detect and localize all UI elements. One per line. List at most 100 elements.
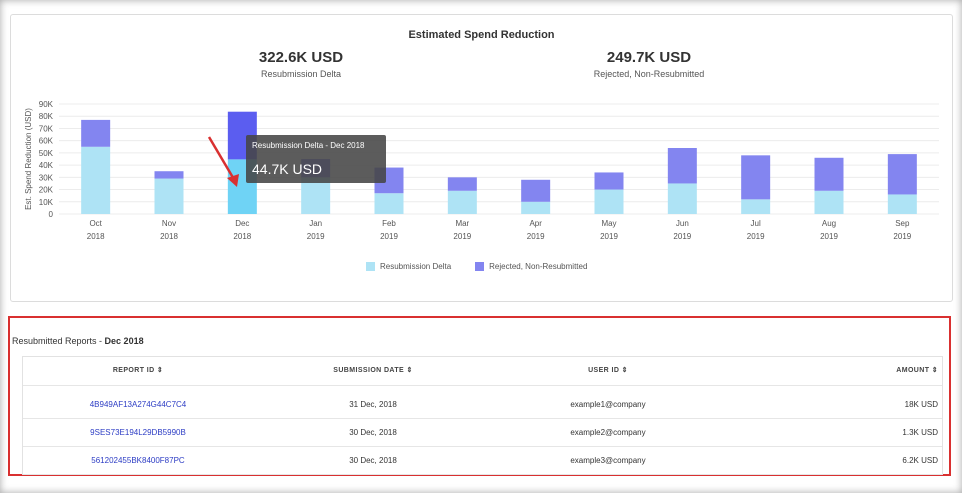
bar-resubmission-delta bbox=[594, 189, 624, 214]
bar-rejected-non-resubmitted bbox=[814, 157, 844, 191]
x-tick-month: Nov bbox=[162, 219, 176, 228]
x-tick-year: 2018 bbox=[233, 232, 251, 241]
bar-resubmission-delta bbox=[741, 199, 771, 214]
y-tick-label: 60K bbox=[39, 137, 54, 146]
x-tick-month: Jul bbox=[751, 219, 761, 228]
x-tick-year: 2018 bbox=[87, 232, 105, 241]
report-id-link[interactable]: 561202455BK8400F87PC bbox=[91, 456, 185, 465]
x-tick-year: 2019 bbox=[820, 232, 838, 241]
kpi-value: 249.7K USD bbox=[606, 49, 692, 66]
bar-resubmission-delta bbox=[81, 146, 111, 214]
column-header-submission-date[interactable]: SUBMISSION DATE ⇕ bbox=[333, 367, 413, 374]
reports-title-period: Dec 2018 bbox=[104, 336, 144, 346]
x-tick-month: Sep bbox=[895, 219, 910, 228]
table-row: 9SES73E194L29DB5990B 30 Dec, 2018 exampl… bbox=[23, 419, 942, 447]
y-tick-label: 30K bbox=[39, 173, 54, 182]
bar-resubmission-delta bbox=[301, 177, 331, 214]
table-row: 561202455BK8400F87PC 30 Dec, 2018 exampl… bbox=[23, 447, 942, 475]
table-row: 4B949AF13A274G44C7C4 31 Dec, 2018 exampl… bbox=[23, 391, 942, 419]
y-tick-label: 20K bbox=[39, 186, 54, 195]
x-tick-year: 2019 bbox=[380, 232, 398, 241]
y-tick-label: 50K bbox=[39, 149, 54, 158]
resubmitted-reports-section: Resubmitted Reports - Dec 2018 REPORT ID… bbox=[8, 316, 951, 476]
x-tick-year: 2018 bbox=[160, 232, 178, 241]
y-tick-label: 90K bbox=[39, 100, 54, 109]
table-header-row: REPORT ID ⇕ SUBMISSION DATE ⇕ USER ID ⇕ … bbox=[23, 357, 942, 386]
x-tick-year: 2019 bbox=[673, 232, 691, 241]
legend-item-resubmission-delta[interactable]: Resubmission Delta bbox=[366, 262, 451, 271]
x-tick-month: Apr bbox=[529, 219, 542, 228]
y-tick-label: 0 bbox=[49, 210, 54, 219]
spend-reduction-panel: Estimated Spend Reduction 322.6K USD Res… bbox=[10, 14, 953, 302]
legend-swatch bbox=[475, 262, 485, 271]
x-tick-month: Jun bbox=[676, 219, 689, 228]
report-id-link[interactable]: 9SES73E194L29DB5990B bbox=[90, 428, 186, 437]
x-tick-month: May bbox=[601, 219, 616, 228]
x-tick-year: 2019 bbox=[453, 232, 471, 241]
amount: 18K USD bbox=[904, 400, 938, 409]
tooltip-title: Resubmission Delta - Dec 2018 bbox=[252, 141, 365, 150]
kpi-value: 322.6K USD bbox=[258, 49, 344, 66]
x-tick-month: Dec bbox=[235, 219, 249, 228]
spend-bar-chart: 90K 80K 70K 60K 50K 40K 30K 20K 10K 0 Est. Spend R… bbox=[24, 100, 939, 241]
amount: 1.3K USD bbox=[902, 428, 938, 437]
x-tick-year: 2019 bbox=[747, 232, 765, 241]
legend-label: Rejected, Non-Resubmitted bbox=[489, 262, 588, 271]
bar-resubmission-delta bbox=[154, 178, 184, 214]
chart-title: Estimated Spend Reduction bbox=[408, 29, 555, 41]
y-tick-label: 70K bbox=[39, 124, 54, 133]
bar-rejected-non-resubmitted bbox=[594, 172, 624, 190]
x-tick-year: 2019 bbox=[893, 232, 911, 241]
legend-label: Resubmission Delta bbox=[380, 262, 452, 271]
bar-resubmission-delta bbox=[814, 190, 844, 214]
submission-date: 31 Dec, 2018 bbox=[349, 400, 397, 409]
x-tick-year: 2019 bbox=[600, 232, 618, 241]
kpi-rejected-non-resubmitted: 249.7K USD Rejected, Non-Resubmitted bbox=[559, 49, 739, 79]
legend-item-rejected-non-resubmitted[interactable]: Rejected, Non-Resubmitted bbox=[475, 262, 587, 271]
x-tick-month: Aug bbox=[822, 219, 836, 228]
kpi-resubmission-delta: 322.6K USD Resubmission Delta bbox=[211, 49, 391, 79]
x-tick-month: Jan bbox=[309, 219, 322, 228]
y-tick-label: 40K bbox=[39, 161, 54, 170]
kpi-label: Resubmission Delta bbox=[260, 69, 342, 79]
column-header-user-id[interactable]: USER ID ⇕ bbox=[588, 367, 628, 374]
reports-title-prefix: Resubmitted Reports - bbox=[12, 336, 105, 346]
y-tick-label: 80K bbox=[39, 112, 54, 121]
bar-rejected-non-resubmitted bbox=[887, 154, 917, 195]
reports-table: REPORT ID ⇕ SUBMISSION DATE ⇕ USER ID ⇕ … bbox=[22, 356, 943, 475]
x-tick-month: Mar bbox=[455, 219, 469, 228]
bar-resubmission-delta bbox=[667, 183, 697, 214]
user-id: example3@company bbox=[570, 456, 646, 465]
bar-resubmission-delta bbox=[887, 194, 917, 214]
user-id: example1@company bbox=[570, 400, 646, 409]
y-tick-label: 10K bbox=[39, 198, 54, 207]
y-axis-label: Est. Spend Reduction (USD) bbox=[24, 108, 33, 210]
bar-rejected-non-resubmitted bbox=[741, 155, 771, 200]
bar-rejected-non-resubmitted bbox=[81, 119, 111, 147]
submission-date: 30 Dec, 2018 bbox=[349, 428, 397, 437]
report-id-link[interactable]: 4B949AF13A274G44C7C4 bbox=[89, 400, 187, 409]
tooltip-value: 44.7K USD bbox=[252, 161, 323, 177]
column-header-report-id[interactable]: REPORT ID ⇕ bbox=[112, 367, 164, 374]
bar-rejected-non-resubmitted bbox=[667, 148, 697, 184]
amount: 6.2K USD bbox=[902, 456, 938, 465]
bar-rejected-non-resubmitted bbox=[521, 179, 551, 202]
x-tick-year: 2019 bbox=[527, 232, 545, 241]
legend-swatch bbox=[366, 262, 375, 271]
bar-rejected-non-resubmitted bbox=[154, 171, 184, 179]
kpi-label: Rejected, Non-Resubmitted bbox=[593, 69, 705, 79]
x-tick-month: Feb bbox=[382, 219, 396, 228]
submission-date: 30 Dec, 2018 bbox=[349, 456, 397, 465]
x-tick-year: 2019 bbox=[307, 232, 325, 241]
red-arrow-annotation bbox=[207, 136, 239, 187]
reports-title: Resubmitted Reports - Dec 2018 bbox=[12, 336, 144, 346]
column-header-amount[interactable]: AMOUNT ⇕ bbox=[896, 367, 938, 374]
chart-tooltip: Resubmission Delta - Dec 2018 44.7K USD bbox=[246, 135, 386, 183]
bar-resubmission-delta bbox=[447, 190, 477, 214]
x-tick-month: Oct bbox=[89, 219, 102, 228]
chart-legend: Resubmission Delta Rejected, Non-Resubmi… bbox=[366, 262, 587, 271]
bar-resubmission-delta bbox=[374, 193, 404, 214]
bar-rejected-non-resubmitted bbox=[447, 177, 477, 191]
user-id: example2@company bbox=[570, 428, 646, 437]
bar-resubmission-delta bbox=[521, 201, 551, 214]
